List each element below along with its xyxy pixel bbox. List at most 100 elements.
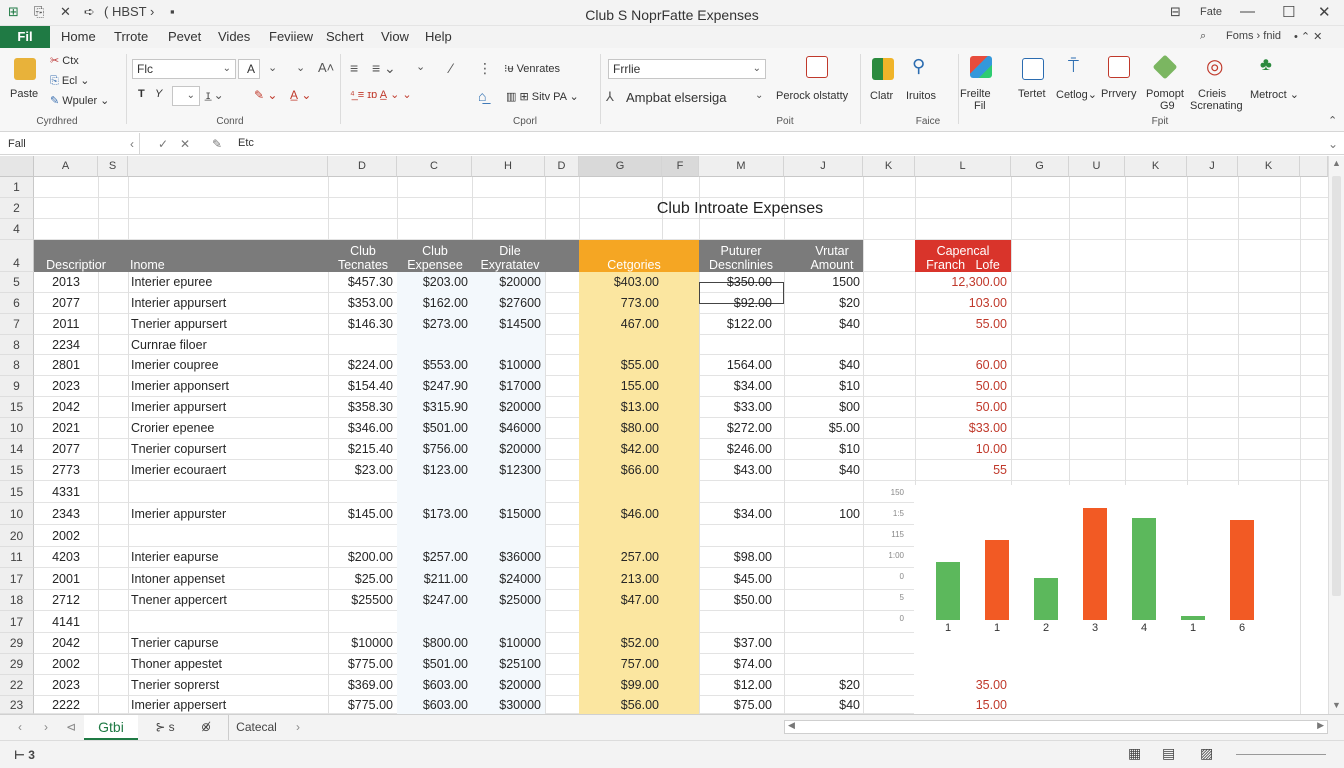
tab-help[interactable]: Help bbox=[425, 29, 452, 44]
cell-capencal[interactable]: 50.00 bbox=[975, 379, 1007, 393]
cell-puturer[interactable]: $74.00 bbox=[733, 657, 772, 671]
cell-dile[interactable]: $20000 bbox=[499, 275, 541, 289]
sheet-tab-active[interactable]: Gtbi bbox=[84, 715, 138, 740]
column-header[interactable]: J bbox=[784, 156, 863, 177]
column-header[interactable]: F bbox=[662, 156, 699, 177]
cell-club-expense[interactable]: $756.00 bbox=[422, 442, 468, 456]
indent-icon[interactable]: ⌂̲ bbox=[478, 88, 487, 104]
sheet-tab-4[interactable]: Catecal bbox=[228, 715, 284, 740]
row-header[interactable]: 6 bbox=[0, 293, 34, 314]
row-header[interactable]: 17 bbox=[0, 568, 34, 590]
cell-vrutar[interactable]: 1500 bbox=[832, 275, 860, 289]
cell-dile[interactable]: $30000 bbox=[499, 698, 541, 712]
number-format-combo[interactable]: Frrlie ⌄ bbox=[608, 59, 766, 79]
cell-club-tecnates[interactable]: $215.40 bbox=[347, 442, 393, 456]
cell-club-tecnates[interactable]: $154.40 bbox=[347, 379, 393, 393]
cell-dile[interactable] bbox=[472, 611, 545, 633]
cell-description[interactable]: Imerier appursert bbox=[131, 400, 227, 414]
paste-button[interactable]: Paste bbox=[10, 88, 39, 100]
cell-year[interactable]: 2077 bbox=[52, 296, 80, 310]
cell-club-expense[interactable]: $603.00 bbox=[422, 698, 468, 712]
cell-category[interactable]: $56.00 bbox=[620, 698, 659, 712]
add-sheet-icon[interactable]: › bbox=[296, 720, 300, 734]
bar-chart[interactable]: 150 1:5 115 1:00 0 5 0 1 1 2 3 4 1 6 bbox=[880, 486, 1254, 646]
vertical-scrollbar[interactable]: ▲ ▼ bbox=[1328, 156, 1344, 714]
cell-club-expense[interactable]: $203.00 bbox=[422, 275, 468, 289]
cell-year[interactable]: 2042 bbox=[52, 636, 80, 650]
cell-description[interactable]: Curnrae filoer bbox=[131, 338, 207, 352]
row-header[interactable]: 22 bbox=[0, 675, 34, 696]
cell-capencal[interactable] bbox=[915, 654, 1011, 675]
cell-dile[interactable]: $20000 bbox=[499, 442, 541, 456]
crieis-button[interactable]: Crieis bbox=[1198, 88, 1227, 100]
cell-description[interactable]: Tnener appercert bbox=[131, 593, 227, 607]
conditional-format-button[interactable]: Perock olstatty bbox=[776, 90, 849, 102]
cell-club-tecnates[interactable]: $346.00 bbox=[347, 421, 393, 435]
horizontal-scrollbar[interactable]: ◀ ▶ bbox=[784, 720, 1328, 734]
metrics-button[interactable]: Metroct ⌄ bbox=[1250, 89, 1299, 101]
cell-club-tecnates[interactable]: $146.30 bbox=[347, 317, 393, 331]
catalog-button[interactable]: Cetlog⌄ bbox=[1056, 89, 1098, 101]
row-header[interactable]: 5 bbox=[0, 272, 34, 293]
fill-color-icon[interactable]: ✎ ⌄ bbox=[254, 88, 278, 102]
collapse-ribbon-icon[interactable]: ⌃ bbox=[1328, 115, 1338, 127]
scroll-right-icon[interactable]: ▶ bbox=[1317, 720, 1324, 730]
cell-year[interactable]: 4141 bbox=[52, 615, 80, 629]
cell-vrutar[interactable] bbox=[784, 590, 864, 611]
scroll-up-icon[interactable]: ▲ bbox=[1332, 158, 1341, 168]
cell-club-expense[interactable]: $211.00 bbox=[423, 572, 468, 586]
sheet-tab-2[interactable]: ⊱ s bbox=[155, 720, 175, 734]
namebox-dropdown-icon[interactable]: ‹ bbox=[130, 137, 134, 151]
cell-capencal[interactable]: 55 bbox=[993, 463, 1007, 477]
cell-vrutar[interactable]: $40 bbox=[839, 317, 860, 331]
cell-club-expense[interactable]: $247.00 bbox=[422, 593, 468, 607]
cell-puturer[interactable] bbox=[699, 611, 776, 633]
cell-dile[interactable]: $27600 bbox=[499, 296, 541, 310]
cell-description[interactable]: Tnerier appursert bbox=[131, 317, 227, 331]
column-header[interactable]: K bbox=[863, 156, 915, 177]
tab-formulas[interactable]: Vides bbox=[218, 29, 251, 44]
bold-button[interactable]: T bbox=[138, 88, 145, 100]
cell-year[interactable]: 2712 bbox=[52, 593, 80, 607]
page-layout-icon[interactable]: ▤ bbox=[1162, 745, 1176, 761]
cell-club-expense[interactable]: $173.00 bbox=[422, 507, 468, 521]
row-header[interactable]: 15 bbox=[0, 460, 34, 481]
column-header[interactable]: H bbox=[472, 156, 545, 177]
row-header[interactable]: 1 bbox=[0, 177, 34, 198]
metrics-icon[interactable]: ♣ bbox=[1260, 54, 1272, 74]
row-header[interactable]: 11 bbox=[0, 547, 34, 568]
cell-dile[interactable]: $17000 bbox=[499, 379, 541, 393]
cell-vrutar[interactable]: $20 bbox=[839, 296, 860, 310]
cell-club-tecnates[interactable]: $200.00 bbox=[347, 550, 393, 564]
cell-puturer[interactable]: $246.00 bbox=[726, 442, 772, 456]
cell-year[interactable]: 2021 bbox=[52, 421, 80, 435]
cut-button[interactable]: ✂ Ctx bbox=[50, 55, 79, 67]
account-label[interactable]: Fate bbox=[1200, 6, 1223, 18]
cell-description[interactable]: Imerier ecouraert bbox=[131, 463, 227, 477]
cell-capencal[interactable]: 12,300.00 bbox=[951, 275, 1007, 289]
cell-vrutar[interactable] bbox=[784, 633, 864, 654]
cell-puturer[interactable] bbox=[699, 335, 776, 355]
wrap-button[interactable]: ⁝ᵾ Venrates bbox=[504, 63, 560, 75]
cell-year[interactable]: 2343 bbox=[52, 507, 80, 521]
chart-bar[interactable] bbox=[936, 562, 960, 620]
tell-me-box[interactable]: Foms › fnid bbox=[1226, 30, 1282, 42]
cell-styles-dropdown-icon[interactable]: ⌄ bbox=[755, 90, 764, 101]
insert-cells-icon[interactable] bbox=[872, 58, 894, 80]
cell-puturer[interactable]: $50.00 bbox=[733, 593, 772, 607]
cell-year[interactable]: 2023 bbox=[52, 379, 80, 393]
cell-puturer[interactable] bbox=[699, 481, 776, 503]
cell-puturer[interactable]: $34.00 bbox=[733, 507, 772, 521]
cell-year[interactable]: 2002 bbox=[52, 657, 80, 671]
cell-year[interactable]: 2042 bbox=[52, 400, 80, 414]
underline-combo[interactable]: ⌄ bbox=[172, 86, 200, 106]
cell-dile[interactable]: $25000 bbox=[499, 593, 541, 607]
cell-vrutar[interactable] bbox=[784, 547, 864, 568]
cell-dile[interactable]: $14500 bbox=[499, 317, 541, 331]
column-header[interactable]: U bbox=[1069, 156, 1125, 177]
format-button[interactable]: Iruitos bbox=[906, 90, 936, 102]
format-painter-button[interactable]: ✎ Wpuler ⌄ bbox=[50, 95, 110, 107]
cell-year[interactable]: 2023 bbox=[52, 678, 80, 692]
cell-category[interactable] bbox=[579, 335, 663, 355]
cell-category[interactable]: $80.00 bbox=[620, 421, 659, 435]
